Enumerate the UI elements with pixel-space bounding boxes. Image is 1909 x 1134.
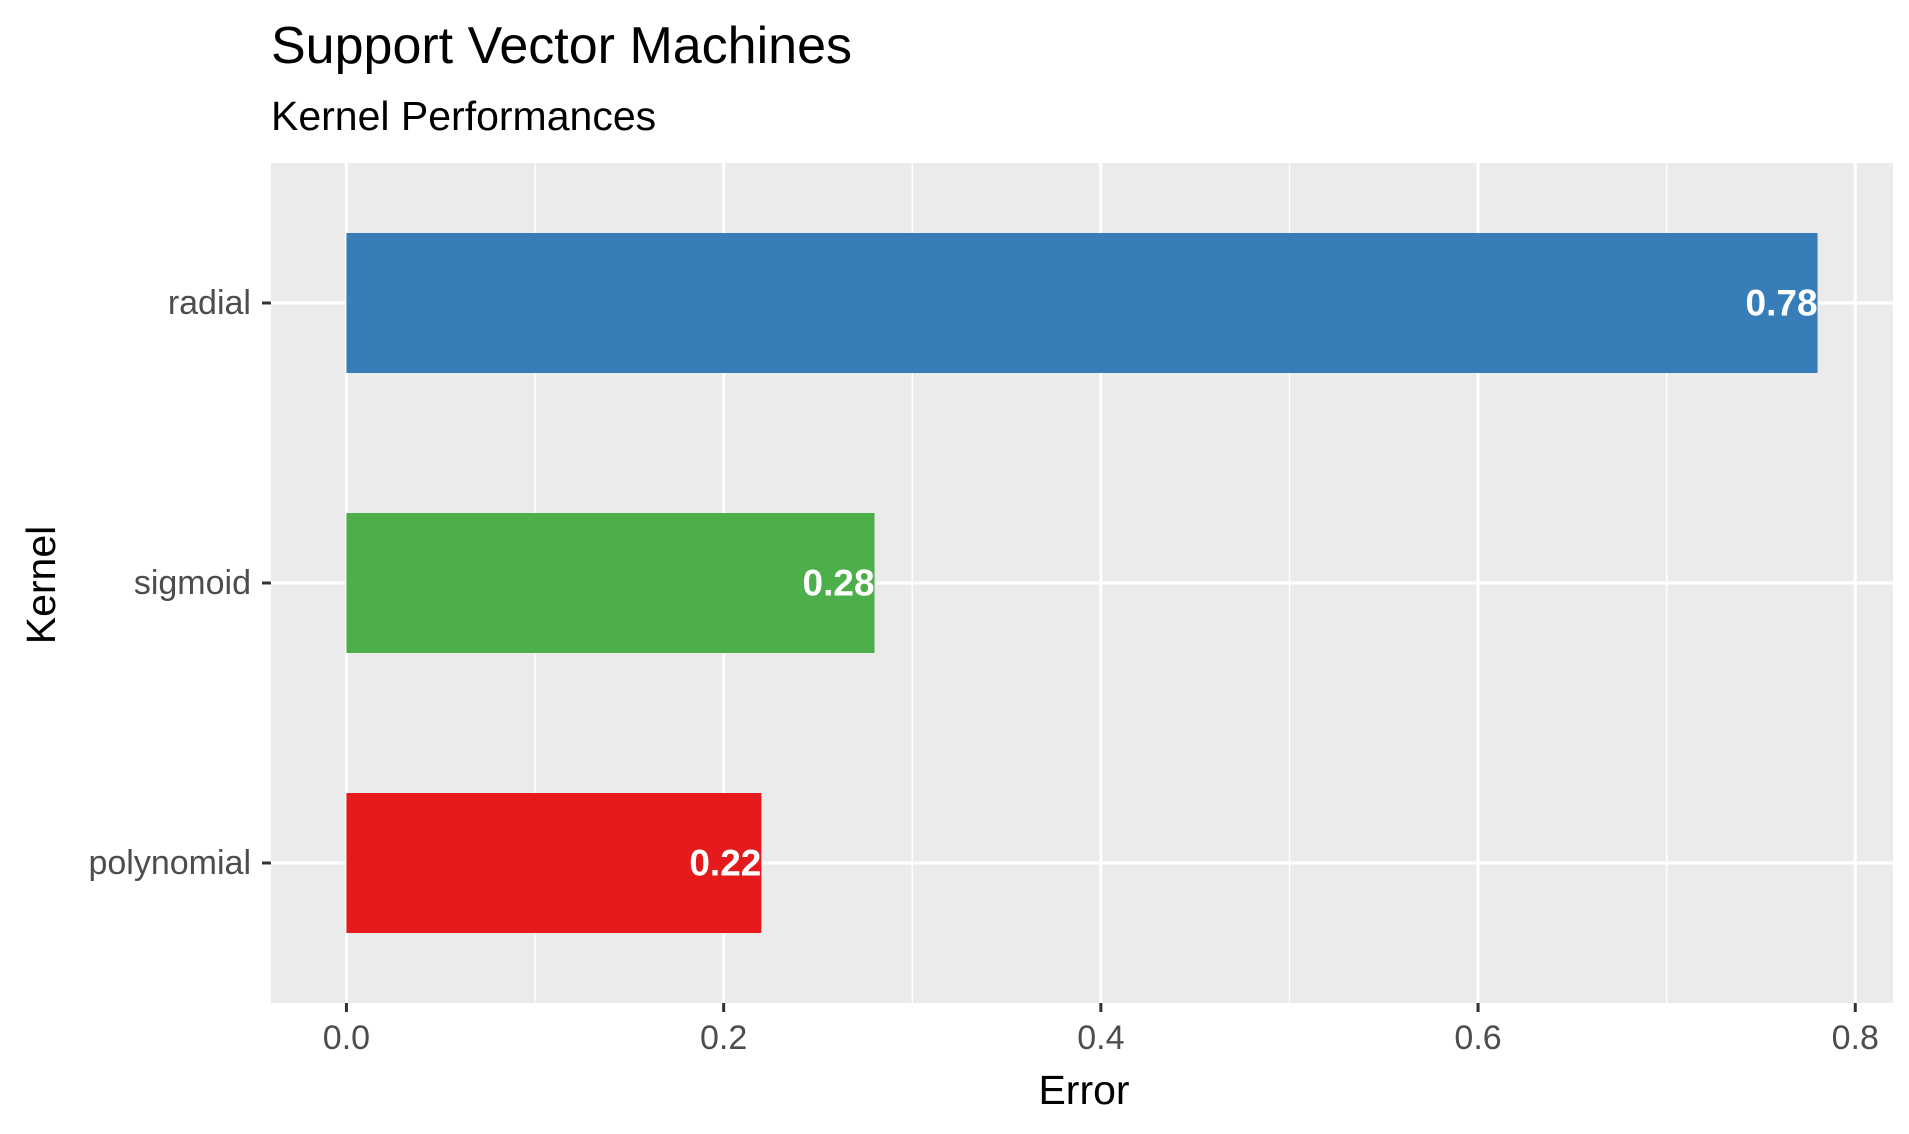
bar-polynomial [346, 793, 762, 933]
y-axis: radial sigmoid polynomial [88, 284, 271, 882]
bar-radial [346, 233, 1818, 373]
y-tick-label-radial: radial [168, 284, 251, 322]
chart-title: Support Vector Machines [271, 17, 852, 75]
chart-subtitle: Kernel Performances [271, 93, 656, 139]
bar-sigmoid [346, 513, 875, 653]
x-axis: 0.0 0.2 0.4 0.6 0.8 [323, 1003, 1879, 1057]
x-tick-label: 0.6 [1454, 1019, 1501, 1057]
bar-label-sigmoid: 0.28 [803, 563, 875, 604]
y-tick-label-polynomial: polynomial [88, 844, 251, 882]
bar-labels: 0.78 0.28 0.22 [689, 283, 1817, 884]
x-axis-title: Error [1038, 1067, 1129, 1113]
x-tick-label: 0.8 [1832, 1019, 1879, 1057]
bar-label-radial: 0.78 [1746, 283, 1818, 324]
bar-label-polynomial: 0.22 [689, 843, 761, 884]
x-tick-label: 0.2 [700, 1019, 747, 1057]
y-axis-title: Kernel [18, 526, 64, 645]
y-tick-label-sigmoid: sigmoid [134, 564, 251, 602]
x-tick-label: 0.4 [1077, 1019, 1124, 1057]
x-tick-label: 0.0 [323, 1019, 370, 1057]
bars [346, 233, 1818, 933]
